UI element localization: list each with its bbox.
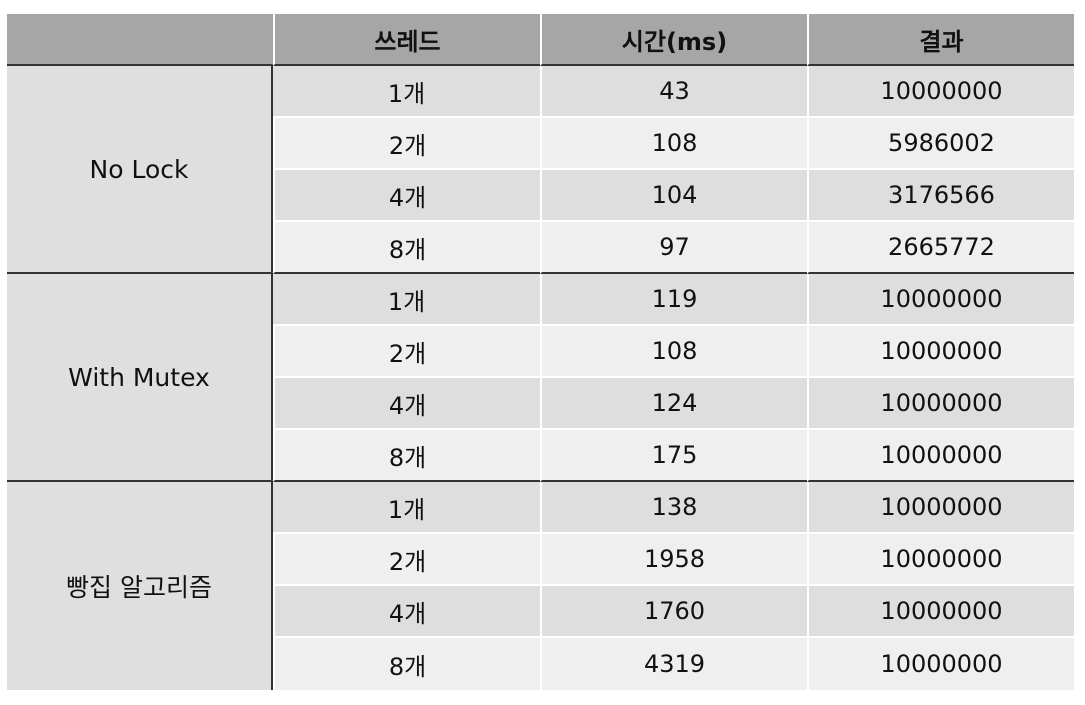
cell-result: 10000000 <box>807 274 1074 326</box>
cell-threads: 4개 <box>273 586 540 638</box>
cell-time: 1958 <box>540 534 807 586</box>
cell-time: 1760 <box>540 586 807 638</box>
header-row: 쓰레드 시간(ms) 결과 <box>7 14 1074 66</box>
cell-result: 3176566 <box>807 170 1074 222</box>
cell-threads: 8개 <box>273 222 540 274</box>
cell-time: 119 <box>540 274 807 326</box>
cell-threads: 8개 <box>273 638 540 690</box>
cell-time: 104 <box>540 170 807 222</box>
table-row: 2개 108 10000000 <box>7 326 1074 378</box>
table-row: 8개 4319 10000000 <box>7 638 1074 690</box>
cell-time: 4319 <box>540 638 807 690</box>
cell-time: 175 <box>540 430 807 482</box>
table-header: 쓰레드 시간(ms) 결과 <box>7 14 1074 66</box>
table-row: 8개 97 2665772 <box>7 222 1074 274</box>
cell-threads: 1개 <box>273 482 540 534</box>
cell-threads: 8개 <box>273 430 540 482</box>
cell-result: 2665772 <box>807 222 1074 274</box>
group-label-with-mutex: With Mutex <box>7 274 273 482</box>
cell-threads: 1개 <box>273 66 540 118</box>
cell-time: 97 <box>540 222 807 274</box>
cell-time: 43 <box>540 66 807 118</box>
cell-threads: 2개 <box>273 118 540 170</box>
table-row: 2개 108 5986002 <box>7 118 1074 170</box>
header-cell-method <box>7 14 273 66</box>
cell-threads: 1개 <box>273 274 540 326</box>
cell-result: 10000000 <box>807 586 1074 638</box>
cell-time: 108 <box>540 118 807 170</box>
table-row: 8개 175 10000000 <box>7 430 1074 482</box>
cell-threads: 4개 <box>273 378 540 430</box>
cell-threads: 4개 <box>273 170 540 222</box>
table-row: 4개 124 10000000 <box>7 378 1074 430</box>
header-cell-result: 결과 <box>807 14 1074 66</box>
group-label-bakery-algorithm: 빵집 알고리즘 <box>7 482 273 690</box>
cell-time: 124 <box>540 378 807 430</box>
table-body: No Lock 1개 43 10000000 2개 108 5986002 4개… <box>7 66 1074 690</box>
cell-result: 10000000 <box>807 638 1074 690</box>
cell-time: 138 <box>540 482 807 534</box>
cell-result: 10000000 <box>807 326 1074 378</box>
cell-time: 108 <box>540 326 807 378</box>
table-row: No Lock 1개 43 10000000 <box>7 66 1074 274</box>
cell-threads: 2개 <box>273 534 540 586</box>
table-row: 빵집 알고리즘 1개 138 10000000 <box>7 482 1074 690</box>
cell-result: 10000000 <box>807 482 1074 534</box>
table-row: 2개 1958 10000000 <box>7 534 1074 586</box>
cell-result: 10000000 <box>807 534 1074 586</box>
header-cell-threads: 쓰레드 <box>273 14 540 66</box>
group-label-no-lock: No Lock <box>7 66 273 274</box>
cell-result: 10000000 <box>807 430 1074 482</box>
cell-result: 10000000 <box>807 66 1074 118</box>
table-row: 4개 104 3176566 <box>7 170 1074 222</box>
cell-result: 10000000 <box>807 378 1074 430</box>
cell-result: 5986002 <box>807 118 1074 170</box>
cell-threads: 2개 <box>273 326 540 378</box>
header-cell-time: 시간(ms) <box>540 14 807 66</box>
table-row: 4개 1760 10000000 <box>7 586 1074 638</box>
table-row: With Mutex 1개 119 10000000 <box>7 274 1074 482</box>
benchmark-table: 쓰레드 시간(ms) 결과 No Lock 1개 43 10000000 2개 … <box>7 14 1074 690</box>
